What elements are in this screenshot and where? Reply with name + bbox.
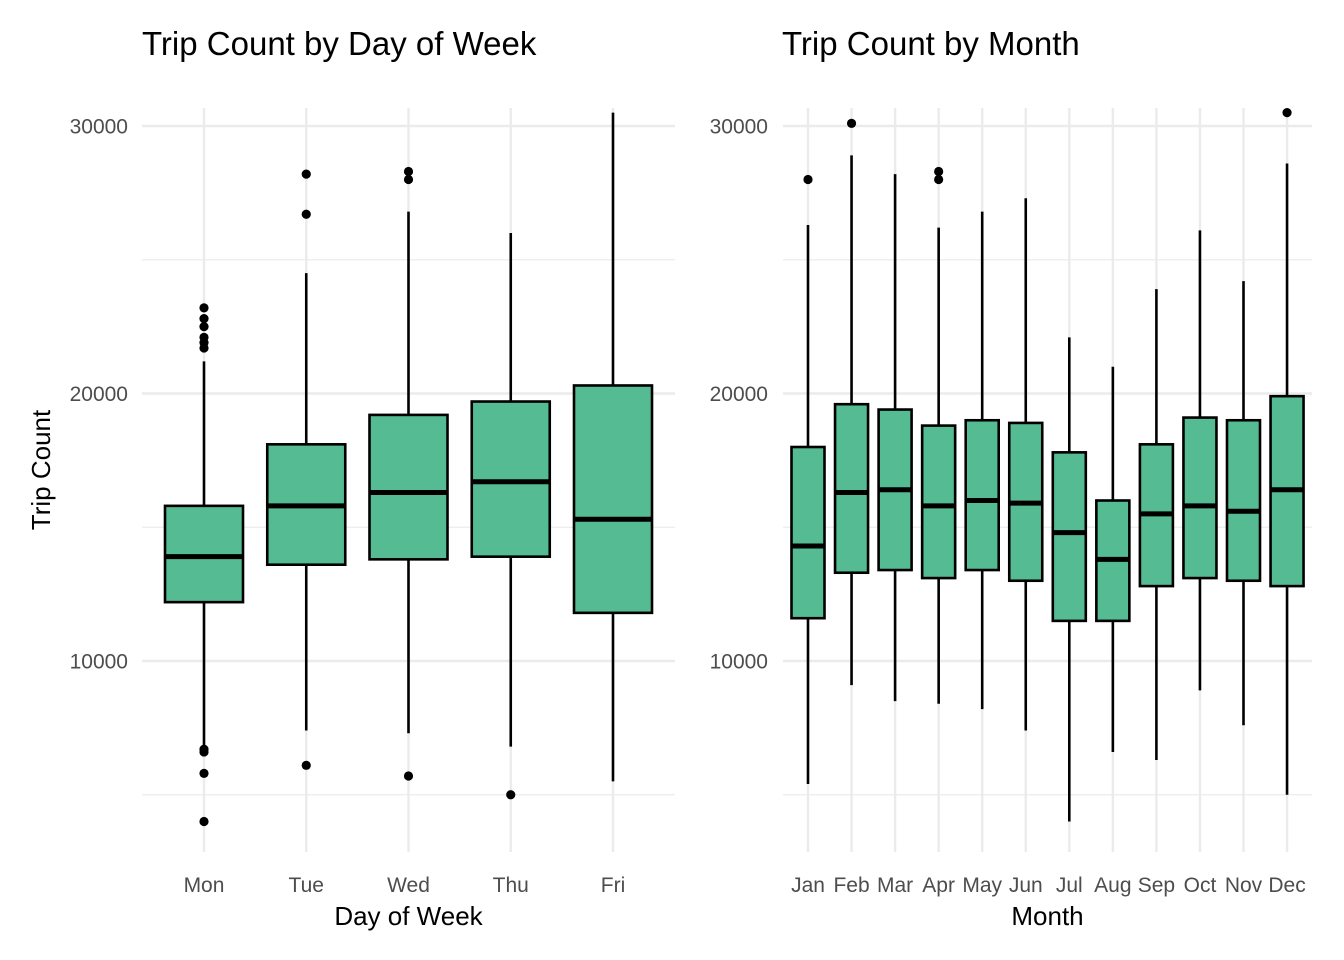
box-feb bbox=[833, 118, 870, 686]
box-iqr bbox=[790, 445, 826, 620]
box-iqr bbox=[163, 504, 245, 604]
box-iqr bbox=[368, 413, 449, 561]
box-iqr bbox=[1182, 416, 1218, 580]
x-tick-label-tue: Tue bbox=[289, 874, 324, 897]
outlier-point bbox=[403, 174, 414, 185]
outlier-point bbox=[403, 166, 414, 177]
box-oct bbox=[1182, 230, 1218, 691]
box-aug bbox=[1095, 366, 1131, 752]
box-sep bbox=[1138, 289, 1175, 760]
x-tick-label-oct: Oct bbox=[1184, 874, 1217, 897]
x-tick-label-jun: Jun bbox=[1009, 874, 1043, 897]
box-iqr bbox=[964, 418, 1001, 572]
chart-title: Trip Count by Day of Week bbox=[142, 25, 537, 62]
box-nov bbox=[1225, 281, 1262, 726]
y-tick-label: 20000 bbox=[710, 383, 768, 406]
outlier-point bbox=[199, 322, 209, 332]
outlier-point bbox=[803, 174, 813, 185]
x-tick-label-thu: Thu bbox=[493, 874, 529, 897]
x-tick-label-mar: Mar bbox=[877, 874, 913, 897]
box-mon bbox=[163, 303, 245, 827]
y-tick-label: 10000 bbox=[70, 651, 128, 674]
outlier-point bbox=[199, 768, 209, 778]
x-tick-label-may: May bbox=[962, 874, 1002, 897]
outlier-point bbox=[301, 209, 311, 219]
box-iqr bbox=[1225, 418, 1262, 583]
chart-panel-2: 10000 20000 30000 Jan Feb Mar Apr May Jun Jul Aug S… bbox=[710, 25, 1312, 931]
outlier-point bbox=[301, 760, 311, 770]
outlier-point bbox=[934, 166, 944, 177]
y-tick-label: 30000 bbox=[70, 116, 128, 139]
box-iqr bbox=[920, 424, 957, 580]
box-fri bbox=[572, 112, 654, 782]
y-tick-label: 10000 bbox=[710, 651, 768, 674]
x-tick-label-fri: Fri bbox=[601, 874, 626, 897]
box-jun bbox=[1007, 198, 1044, 731]
x-axis-title: Day of Week bbox=[334, 901, 483, 931]
x-tick-label-sep: Sep bbox=[1138, 874, 1175, 897]
box-tue bbox=[265, 169, 347, 770]
box-jan bbox=[790, 174, 826, 785]
outlier-point bbox=[199, 747, 209, 757]
box-mar bbox=[877, 174, 913, 702]
outlier-point bbox=[199, 816, 209, 827]
x-tick-label-nov: Nov bbox=[1225, 874, 1263, 897]
outlier-point bbox=[301, 169, 311, 179]
outlier-point bbox=[199, 343, 209, 353]
x-tick-label-jan: Jan bbox=[791, 874, 825, 897]
chart-panel-1: 10000 20000 30000 Mon Tue Wed Thu Fri Trip Count… bbox=[26, 25, 675, 931]
box-iqr bbox=[572, 384, 654, 615]
outlier-point bbox=[846, 118, 857, 128]
outlier-point bbox=[199, 303, 209, 313]
x-tick-label-jul: Jul bbox=[1056, 874, 1083, 897]
box-apr bbox=[920, 166, 957, 704]
y-tick-label: 20000 bbox=[70, 383, 128, 406]
box-wed bbox=[368, 166, 449, 781]
box-jul bbox=[1051, 337, 1088, 822]
box-thu bbox=[470, 233, 552, 800]
x-tick-label-aug: Aug bbox=[1094, 874, 1131, 897]
box-iqr bbox=[1051, 451, 1088, 623]
x-tick-label-dec: Dec bbox=[1268, 874, 1305, 897]
box-may bbox=[964, 211, 1001, 710]
x-axis-title: Month bbox=[1011, 901, 1083, 931]
x-tick-label-feb: Feb bbox=[833, 874, 869, 897]
outlier-point bbox=[403, 771, 414, 781]
x-tick-label-mon: Mon bbox=[184, 874, 225, 897]
y-axis-title: Trip Count bbox=[26, 409, 56, 530]
box-dec bbox=[1269, 108, 1305, 795]
box-iqr bbox=[470, 400, 552, 558]
box-iqr bbox=[833, 402, 870, 575]
outlier-point bbox=[1282, 108, 1292, 118]
x-tick-label-apr: Apr bbox=[922, 874, 955, 897]
outlier-point bbox=[506, 790, 516, 800]
y-tick-label: 30000 bbox=[710, 116, 768, 139]
outlier-point bbox=[934, 174, 944, 185]
chart-title: Trip Count by Month bbox=[782, 25, 1080, 62]
outlier-point bbox=[199, 314, 209, 324]
x-tick-label-wed: Wed bbox=[387, 874, 430, 897]
